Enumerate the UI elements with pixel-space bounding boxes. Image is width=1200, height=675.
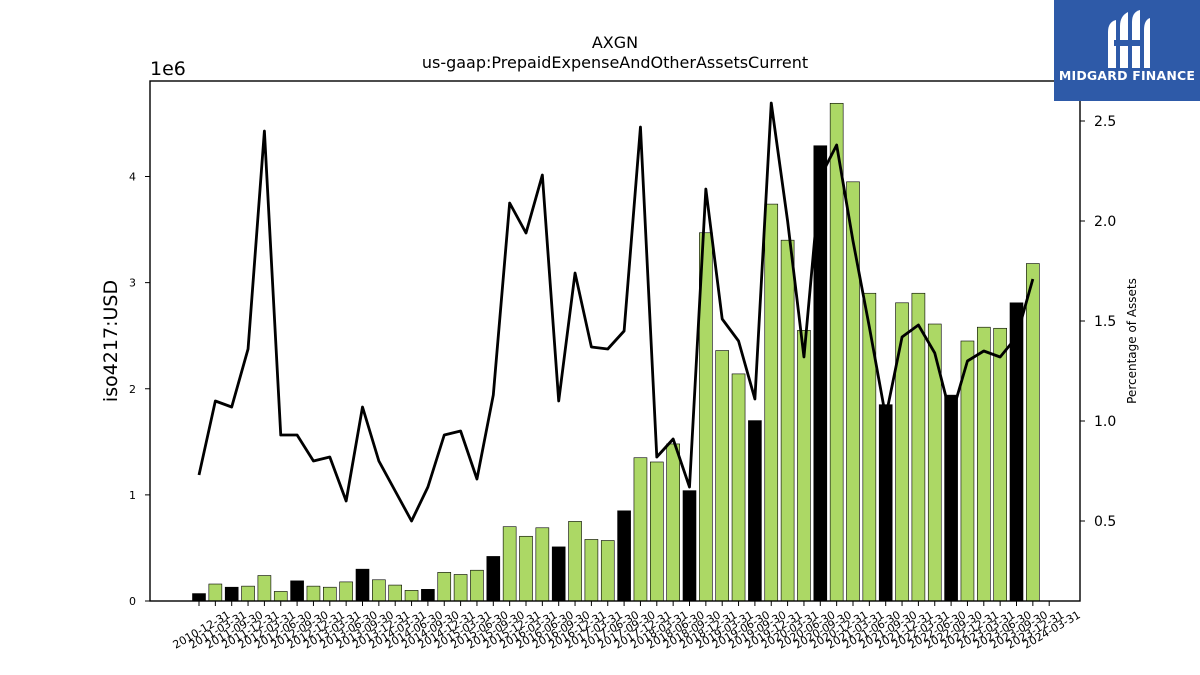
bar xyxy=(715,350,730,602)
bar xyxy=(584,539,599,602)
y-axis-label: iso4217:USD xyxy=(100,280,122,402)
y-offset-text: 1e6 xyxy=(150,58,186,80)
bar xyxy=(944,394,958,602)
bar xyxy=(748,420,762,602)
bar xyxy=(453,574,468,602)
bar xyxy=(519,535,533,602)
y-tick-label: 4 xyxy=(129,171,136,184)
bar xyxy=(895,302,909,602)
bar xyxy=(421,589,435,602)
chart-subtitle: us-gaap:PrepaidExpenseAndOtherAssetsCurr… xyxy=(422,53,808,72)
percentage-line xyxy=(197,101,1035,523)
bar xyxy=(290,580,304,602)
bar xyxy=(1026,263,1040,602)
bar xyxy=(241,585,255,602)
y-axis-ticks: 0 1 2 3 4 xyxy=(129,171,150,608)
y2-axis-ticks: 0.5 1.0 1.5 2.0 2.5 xyxy=(1080,114,1116,530)
bar xyxy=(649,461,664,602)
y-tick-label: 3 xyxy=(129,277,136,290)
bar xyxy=(764,203,779,602)
y2-axis-label: Percentage of Assets xyxy=(1125,278,1139,404)
bar xyxy=(911,292,926,602)
plot-frame xyxy=(149,80,1081,602)
bar xyxy=(666,443,680,602)
bar xyxy=(208,583,223,602)
bar xyxy=(388,584,403,602)
y-tick-label: 0 xyxy=(129,595,136,608)
bar xyxy=(976,326,991,602)
y2-tick-label: 2.0 xyxy=(1094,214,1116,230)
bar xyxy=(437,572,452,602)
logo-text: MIDGARD FINANCE xyxy=(1058,68,1196,83)
bar xyxy=(224,586,239,602)
bar xyxy=(322,586,337,602)
bar xyxy=(797,330,811,602)
bar xyxy=(372,579,386,602)
percentage-line-series xyxy=(197,101,1035,523)
chart-title: AXGN xyxy=(592,33,638,52)
bar xyxy=(486,556,501,602)
bar xyxy=(682,490,697,602)
bar xyxy=(780,239,795,602)
bar xyxy=(339,581,353,602)
y2-tick-label: 2.5 xyxy=(1094,114,1116,130)
bar xyxy=(731,373,746,602)
midgard-finance-logo: MIDGARD FINANCE xyxy=(1054,0,1200,101)
bar xyxy=(355,568,370,602)
midgard-logo-icon xyxy=(1108,10,1150,68)
y-tick-label: 2 xyxy=(129,383,136,396)
bar xyxy=(878,404,893,602)
bar xyxy=(257,575,272,602)
bar xyxy=(273,591,288,602)
bar xyxy=(862,292,877,602)
bar xyxy=(192,593,206,602)
y-tick-label: 1 xyxy=(129,489,136,502)
y2-tick-label: 0.5 xyxy=(1094,514,1116,530)
x-axis-ticks: 2010-12-312011-03-312011-09-302011-12-31… xyxy=(171,601,1083,652)
bar xyxy=(306,585,321,602)
bar xyxy=(535,527,550,602)
bar xyxy=(502,526,517,602)
bar xyxy=(993,327,1007,602)
bar xyxy=(470,569,484,602)
bar xyxy=(1009,302,1024,602)
bar xyxy=(617,510,631,602)
y2-tick-label: 1.5 xyxy=(1094,314,1116,330)
bar xyxy=(551,546,566,602)
bar xyxy=(600,540,615,602)
bar xyxy=(633,457,648,602)
bar xyxy=(404,590,419,602)
y2-tick-label: 1.0 xyxy=(1094,414,1116,430)
bar xyxy=(568,521,582,602)
bar-series xyxy=(192,102,1040,602)
